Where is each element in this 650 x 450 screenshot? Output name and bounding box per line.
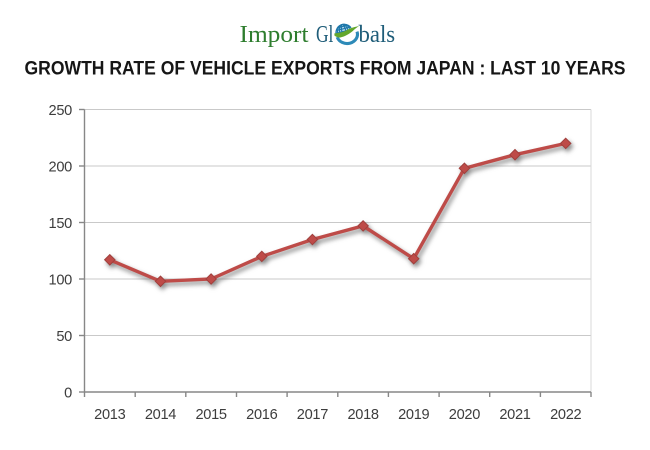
svg-text:250: 250: [49, 103, 73, 119]
svg-text:2016: 2016: [246, 407, 277, 423]
svg-text:2013: 2013: [94, 407, 125, 423]
svg-text:50: 50: [56, 329, 72, 345]
svg-text:0: 0: [64, 386, 72, 402]
svg-text:2017: 2017: [297, 407, 328, 423]
svg-text:Gl: Gl: [316, 21, 334, 48]
svg-text:GROWTH RATE OF VEHICLE EXPORTS: GROWTH RATE OF VEHICLE EXPORTS FROM JAPA…: [25, 57, 626, 79]
svg-text:2015: 2015: [195, 407, 226, 423]
svg-text:2020: 2020: [449, 407, 480, 423]
svg-text:2021: 2021: [499, 407, 530, 423]
svg-text:200: 200: [49, 160, 73, 176]
svg-text:2022: 2022: [550, 407, 581, 423]
svg-text:Import: Import: [240, 21, 309, 48]
svg-text:100: 100: [49, 273, 73, 289]
svg-text:2014: 2014: [145, 407, 176, 423]
svg-text:2019: 2019: [398, 407, 429, 423]
svg-text:2018: 2018: [347, 407, 378, 423]
svg-text:150: 150: [49, 216, 73, 232]
svg-text:bals: bals: [359, 21, 396, 48]
